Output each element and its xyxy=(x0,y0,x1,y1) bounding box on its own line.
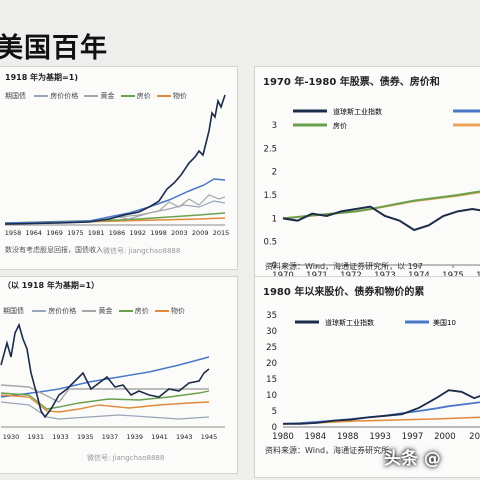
chart-plot: 道琼斯工业指数 美国10 35 30 25 20 15 10 5 0 1980 1984 1988… xyxy=(266,311,480,442)
legend-label: 房价 xyxy=(134,307,149,315)
y-tick-label: 1 xyxy=(272,214,277,224)
legend-label: 房价价格 xyxy=(50,92,79,100)
legend-label: 物价 xyxy=(170,307,185,315)
x-tick-label: 1933 xyxy=(52,433,69,441)
x-tick-label: 1973 xyxy=(374,271,396,279)
x-tick-labels: 1930 1931 1933 1935 1937 1939 1941 1943 1945 xyxy=(3,433,218,441)
x-tick-label: 1930 xyxy=(3,433,20,441)
y-tick-labels: 35 30 25 20 15 10 5 0 xyxy=(266,311,480,433)
x-tick-label: 1941 xyxy=(151,433,168,441)
chart-title: 1918 年为基期=1) xyxy=(5,73,78,82)
y-tick-label: 5 xyxy=(272,407,277,417)
x-tick-labels: 1980 1984 1988 1993 1997 2000 200 xyxy=(272,432,480,442)
x-tick-label: 1976 xyxy=(476,271,480,279)
x-tick-labels: 1958 1964 1969 1975 1981 1986 1992 1998 2003 2009… xyxy=(5,229,230,237)
x-tick-label: 1972 xyxy=(340,271,362,279)
x-tick-label: 1939 xyxy=(126,433,143,441)
legend-row: 期国债 房价价格 黄金 房价 物价 xyxy=(5,91,187,101)
y-tick-label: 1.5 xyxy=(263,191,277,201)
x-tick-label: 1937 xyxy=(102,433,119,441)
y-tick-label: 25 xyxy=(266,343,277,353)
y-tick-label: 15 xyxy=(266,375,277,385)
series-line xyxy=(118,194,226,218)
chart-plot: 1958 1964 1969 1975 1981 1986 1992 1998 2003 2009… xyxy=(4,94,230,237)
x-tick-label: 200 xyxy=(469,432,480,442)
x-tick-label: 1958 xyxy=(5,229,22,237)
x-tick-label: 1988 xyxy=(337,432,359,442)
legend-label-dji: 道琼斯工业指数 xyxy=(333,107,382,116)
x-tick-labels: 1970 1971 1972 1973 1974 1975 1976 xyxy=(272,265,480,279)
watermark: 微信号: jiangchao8888 xyxy=(103,247,181,255)
x-tick-label: 1993 xyxy=(369,432,391,442)
legend-label: 物价 xyxy=(172,92,187,100)
x-tick-label: 1931 xyxy=(27,433,44,441)
brand-watermark: 头条 @ xyxy=(384,449,441,469)
chart-title: 1970 年-1980 年股票、债券、房价和 xyxy=(263,77,440,88)
x-tick-label: 1943 xyxy=(176,433,193,441)
chart-title: （以 1918 年为基期=1） xyxy=(3,281,100,290)
legend-row: 期国债 房价价格 黄金 房价 物价 xyxy=(3,306,185,316)
series-line-dji xyxy=(283,389,480,425)
slide-title: 美国百年 xyxy=(0,33,108,64)
x-tick-label: 1974 xyxy=(408,271,430,279)
chart-panel-top-right: 1970 年-1980 年股票、债券、房价和 道琼斯工业指数 房价 3 2.5 2 1… xyxy=(254,66,480,279)
legend-label: 黄金 xyxy=(98,307,113,315)
x-tick-label: 2009 xyxy=(192,229,209,237)
legend-label: 房价 xyxy=(136,92,151,100)
x-tick-label: 1975 xyxy=(67,229,84,237)
chart-plot: 1930 1931 1933 1935 1937 1939 1941 1943 1945 xyxy=(0,322,225,441)
y-tick-label: 2.5 xyxy=(263,144,277,154)
x-tick-label: 2000 xyxy=(434,432,456,442)
y-tick-label: 10 xyxy=(266,391,277,401)
chart-plot: 道琼斯工业指数 房价 32.521.510.50 1970 1971 1972 197… xyxy=(263,97,480,279)
x-tick-label: 1984 xyxy=(305,432,327,442)
legend-label: 黄金 xyxy=(100,92,115,100)
x-tick-label: 1975 xyxy=(442,271,464,279)
x-tick-label: 1969 xyxy=(46,229,63,237)
x-tick-label: 1945 xyxy=(201,433,218,441)
x-tick-label: 1992 xyxy=(130,229,147,237)
x-tick-label: 2003 xyxy=(171,229,188,237)
y-tick-label: 0.5 xyxy=(263,238,277,248)
x-tick-label: 1980 xyxy=(272,432,294,442)
y-tick-label: 3 xyxy=(272,121,277,131)
chart-note: 数没有考虑股息回报，国债收入 xyxy=(5,246,103,254)
x-tick-label: 1997 xyxy=(402,432,424,442)
x-tick-label: 1971 xyxy=(306,271,328,279)
y-tick-label: 2 xyxy=(272,168,277,178)
chart-source: 资料来源：Wind，海通证券研究所 xyxy=(265,446,390,455)
legend-label-dji: 道琼斯工业指数 xyxy=(325,318,374,327)
y-tick-label: 0 xyxy=(272,261,277,271)
x-tick-label: 1998 xyxy=(150,229,167,237)
series-line-dji xyxy=(282,205,480,232)
chart-panel-top-left: 1918 年为基期=1) 期国债 房价价格 黄金 房价 物价 1958 1964 1… xyxy=(0,66,238,270)
y-tick-label: 30 xyxy=(266,327,277,337)
series-line xyxy=(4,94,226,225)
x-tick-label: 1981 xyxy=(88,229,105,237)
watermark: 微信号: jiangchao8888 xyxy=(87,454,165,462)
y-tick-label: 35 xyxy=(266,311,277,321)
chart-source: 资料来源：Wind，海通证券研究所，以 197 xyxy=(265,262,423,271)
x-tick-label: 1970 xyxy=(272,271,294,279)
series-line xyxy=(0,394,210,413)
chart-panel-bottom-right: 1980 年以来股价、债券和物价的累 道琼斯工业指数 美国10 35 30 25 20… xyxy=(254,276,480,478)
legend-label: 房价价格 xyxy=(48,307,77,315)
chart-title: 1980 年以来股价、债券和物价的累 xyxy=(263,287,425,298)
y-tick-label: 0 xyxy=(272,423,277,433)
legend-label-house: 房价 xyxy=(333,121,347,130)
legend-label: 期国债 xyxy=(5,92,26,100)
x-tick-label: 1935 xyxy=(77,433,94,441)
legend-label-treasury: 美国10 xyxy=(433,318,456,327)
series-line xyxy=(0,384,209,403)
x-tick-label: 1986 xyxy=(109,229,126,237)
series-line xyxy=(0,401,210,420)
legend-label: 期国债 xyxy=(3,307,24,315)
x-tick-label: 1964 xyxy=(26,229,43,237)
x-tick-label: 2015 xyxy=(213,229,230,237)
y-tick-label: 20 xyxy=(266,359,277,369)
chart-panel-bottom-left: （以 1918 年为基期=1） 期国债 房价价格 黄金 房价 物价 1930 19… xyxy=(0,276,238,474)
series-line xyxy=(0,322,210,419)
